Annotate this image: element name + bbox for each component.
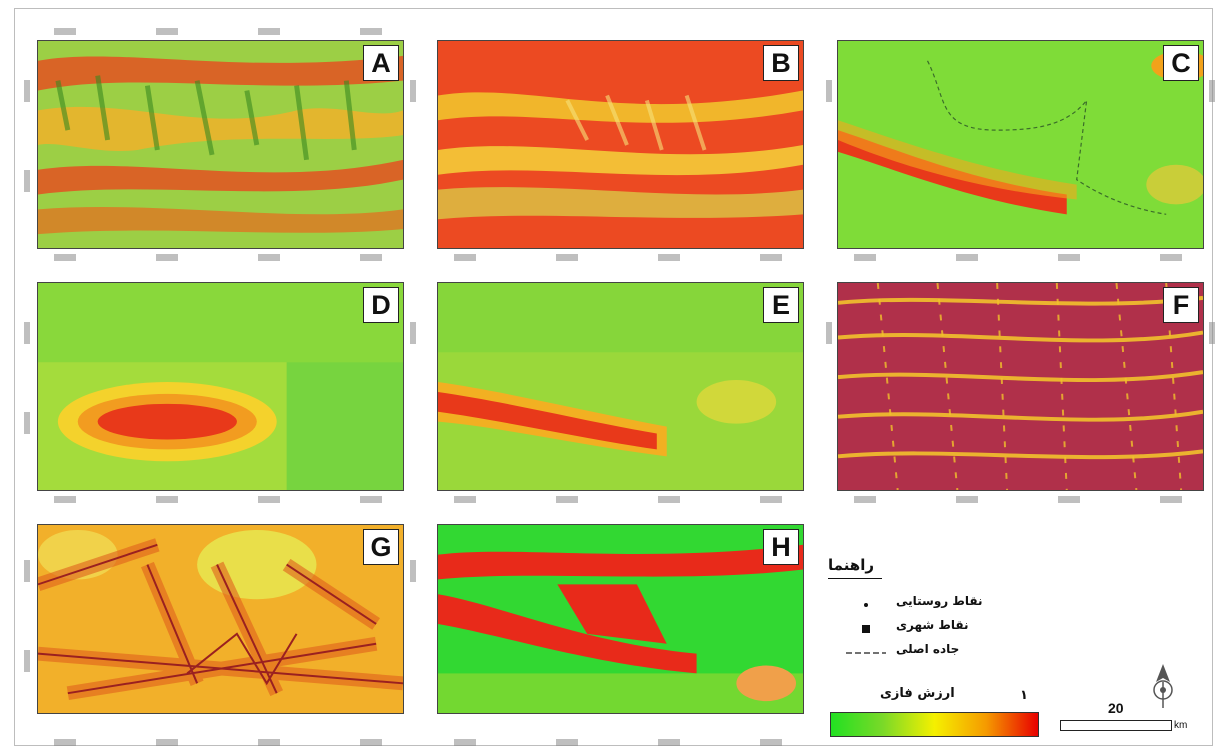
scale-value: 20 (1108, 700, 1124, 716)
coord-tick (760, 739, 782, 746)
map-d-raster (38, 283, 403, 490)
panel-label-h: H (763, 529, 799, 565)
scale-unit: km (1174, 720, 1188, 731)
legend-label-urban: نقاط شهری (896, 618, 969, 632)
legend-label-rural: نقاط روستایی (896, 594, 983, 608)
coord-tick (24, 650, 30, 672)
map-g-raster (38, 525, 403, 713)
coord-tick (760, 254, 782, 261)
coord-tick (956, 496, 978, 503)
panel-label-e: E (763, 287, 799, 323)
coord-tick (156, 254, 178, 261)
coord-tick (54, 28, 76, 35)
coord-tick (454, 254, 476, 261)
dashed-line-icon (846, 652, 886, 654)
coord-tick (258, 496, 280, 503)
map-panel-d: D (37, 282, 404, 491)
coord-tick (854, 254, 876, 261)
coord-tick (54, 739, 76, 746)
coord-tick (826, 80, 832, 102)
map-panel-g: G (37, 524, 404, 714)
map-e-raster (438, 283, 803, 490)
map-b-raster (438, 41, 803, 248)
coord-tick (360, 28, 382, 35)
small-dot-icon (864, 603, 868, 607)
panel-label-d: D (363, 287, 399, 323)
coord-tick (1058, 254, 1080, 261)
map-panel-a: A (37, 40, 404, 249)
coord-tick (854, 496, 876, 503)
coord-tick (956, 254, 978, 261)
coord-tick (410, 560, 416, 582)
coord-tick (54, 496, 76, 503)
north-arrow-icon (1153, 664, 1173, 708)
map-panel-b: B (437, 40, 804, 249)
coord-tick (410, 322, 416, 344)
coord-tick (156, 739, 178, 746)
map-f-raster (838, 283, 1203, 490)
coord-tick (156, 496, 178, 503)
panel-label-b: B (763, 45, 799, 81)
coord-tick (658, 254, 680, 261)
coord-tick (1160, 496, 1182, 503)
coord-tick (24, 170, 30, 192)
coord-tick (1160, 254, 1182, 261)
coord-tick (760, 496, 782, 503)
coord-tick (360, 739, 382, 746)
legend-item-road: جاده اصلی (846, 642, 986, 662)
legend-title: راهنما (828, 556, 874, 574)
coord-tick (658, 739, 680, 746)
panel-label-f: F (1163, 287, 1199, 323)
coord-tick (556, 254, 578, 261)
map-panel-h: H (437, 524, 804, 714)
value-legend-title: ارزش فازی (880, 686, 955, 701)
coord-tick (658, 496, 680, 503)
scale-bar (1060, 720, 1172, 731)
coord-tick (258, 254, 280, 261)
coord-tick (1209, 80, 1215, 102)
coord-tick (826, 322, 832, 344)
legend-item-urban: نقاط شهری (846, 618, 986, 638)
coord-tick (454, 496, 476, 503)
map-panel-e: E (437, 282, 804, 491)
value-color-ramp (830, 712, 1039, 737)
coord-tick (24, 560, 30, 582)
coord-tick (24, 322, 30, 344)
panel-label-c: C (1163, 45, 1199, 81)
coord-tick (454, 739, 476, 746)
legend-item-rural: نقاط روستایی (846, 594, 986, 614)
coord-tick (360, 254, 382, 261)
value-legend-max: ۱ (1020, 688, 1028, 703)
coord-tick (360, 496, 382, 503)
coord-tick (410, 80, 416, 102)
coord-tick (556, 496, 578, 503)
map-h-raster (438, 525, 803, 713)
panel-label-g: G (363, 529, 399, 565)
map-c-raster (838, 41, 1203, 248)
coord-tick (258, 28, 280, 35)
coord-tick (1209, 322, 1215, 344)
coord-tick (258, 739, 280, 746)
coord-tick (156, 28, 178, 35)
panel-label-a: A (363, 45, 399, 81)
figure-frame (14, 8, 1213, 746)
square-icon (862, 625, 870, 633)
legend-title-underline (828, 578, 882, 579)
coord-tick (556, 739, 578, 746)
coord-tick (1058, 496, 1080, 503)
coord-tick (54, 254, 76, 261)
coord-tick (24, 80, 30, 102)
map-panel-c: C (837, 40, 1204, 249)
map-panel-f: F (837, 282, 1204, 491)
map-a-raster (38, 41, 403, 248)
legend-label-road: جاده اصلی (896, 642, 960, 656)
coord-tick (24, 412, 30, 434)
